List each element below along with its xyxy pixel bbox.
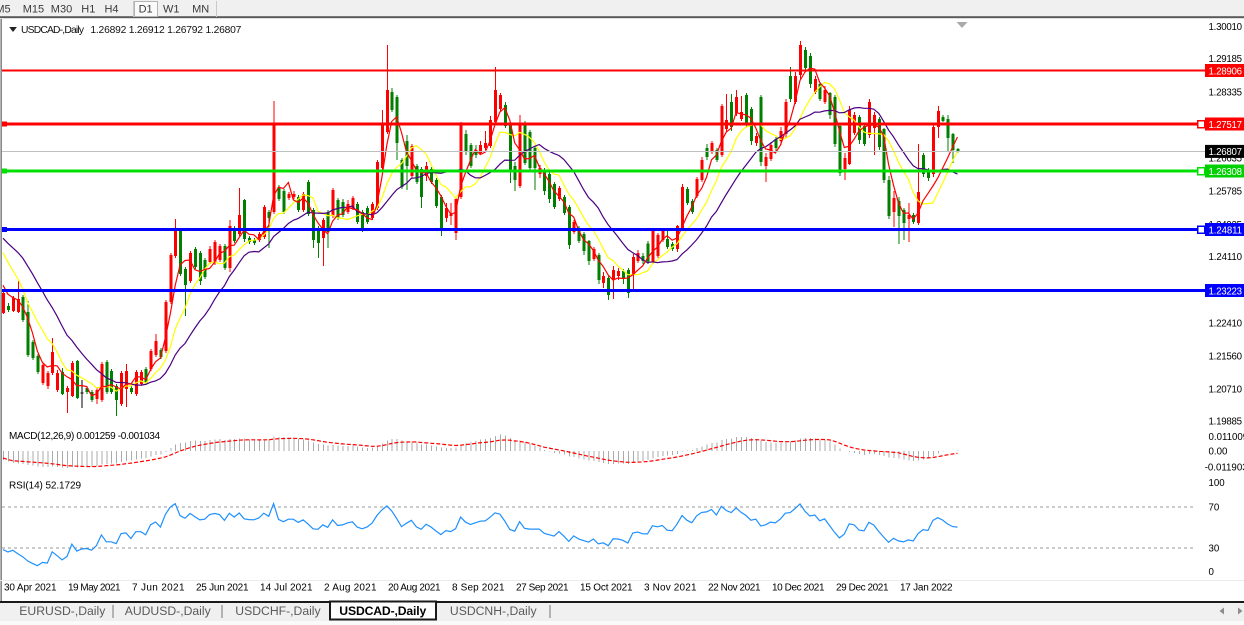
svg-text:1.26635: 1.26635	[1209, 154, 1243, 165]
svg-text:1.26308: 1.26308	[1209, 167, 1243, 178]
svg-text:1.24110: 1.24110	[1209, 252, 1243, 263]
svg-text:2 Aug 2021: 2 Aug 2021	[324, 583, 377, 594]
svg-text:1.30010: 1.30010	[1209, 22, 1243, 33]
svg-text:M15: M15	[23, 4, 44, 16]
svg-text:1.20710: 1.20710	[1209, 385, 1243, 396]
svg-text:W1: W1	[163, 4, 180, 16]
svg-text:15 Oct 2021: 15 Oct 2021	[580, 583, 633, 594]
svg-text:USDCNH-,Daily: USDCNH-,Daily	[450, 604, 538, 618]
svg-text:1.22410: 1.22410	[1209, 318, 1243, 329]
svg-text:H4: H4	[104, 4, 118, 16]
svg-text:1.29185: 1.29185	[1209, 54, 1243, 65]
svg-text:1.28906: 1.28906	[1209, 66, 1243, 77]
svg-text:H1: H1	[81, 4, 95, 16]
svg-text:3 Nov 2021: 3 Nov 2021	[644, 583, 697, 594]
svg-text:29 Dec 2021: 29 Dec 2021	[836, 583, 889, 594]
svg-text:USDCAD-,Daily: USDCAD-,Daily	[339, 604, 426, 618]
svg-text:22 Nov 2021: 22 Nov 2021	[708, 583, 761, 594]
svg-text:MN: MN	[192, 4, 209, 16]
svg-text:1.23223: 1.23223	[1209, 286, 1243, 297]
svg-text:19 May 2021: 19 May 2021	[68, 583, 121, 594]
svg-text:14 Jul 2021: 14 Jul 2021	[260, 583, 313, 594]
svg-text:AUDUSD-,Daily: AUDUSD-,Daily	[125, 604, 212, 618]
svg-text:27 Sep 2021: 27 Sep 2021	[516, 583, 569, 594]
svg-text:M30: M30	[51, 4, 72, 16]
svg-text:0.00: 0.00	[1209, 447, 1228, 458]
svg-text:USDCAD-,Daily: USDCAD-,Daily	[21, 25, 85, 36]
svg-text:10 Dec 2021: 10 Dec 2021	[772, 583, 825, 594]
svg-text:0.011009: 0.011009	[1209, 432, 1244, 443]
svg-text:1.21560: 1.21560	[1209, 351, 1243, 362]
svg-text:30 Apr 2021: 30 Apr 2021	[4, 583, 57, 594]
svg-text:-0.011903: -0.011903	[1205, 462, 1244, 473]
svg-text:1.28335: 1.28335	[1209, 87, 1243, 98]
svg-text:RSI(14) 52.1729: RSI(14) 52.1729	[9, 481, 81, 492]
svg-text:1.24811: 1.24811	[1209, 225, 1243, 236]
svg-text:7 Jun 2021: 7 Jun 2021	[132, 583, 185, 594]
svg-text:70: 70	[1209, 503, 1220, 514]
svg-text:MACD(12,26,9) 0.001259 -0.0010: MACD(12,26,9) 0.001259 -0.001034	[9, 431, 160, 442]
svg-text:1.27517: 1.27517	[1209, 120, 1243, 131]
svg-text:EURUSD-,Daily: EURUSD-,Daily	[19, 604, 106, 618]
svg-text:USDCHF-,Daily: USDCHF-,Daily	[235, 604, 321, 618]
svg-text:17 Jan 2022: 17 Jan 2022	[900, 583, 953, 594]
svg-text:30: 30	[1209, 544, 1220, 555]
svg-text:1.25785: 1.25785	[1209, 187, 1243, 198]
svg-text:1.26892 1.26912 1.26792 1.2680: 1.26892 1.26912 1.26792 1.26807	[90, 25, 241, 36]
svg-text:100: 100	[1209, 478, 1226, 489]
svg-text:1.19885: 1.19885	[1209, 417, 1243, 428]
svg-text:25 Jun 2021: 25 Jun 2021	[196, 583, 249, 594]
svg-text:M5: M5	[0, 4, 11, 16]
svg-text:20 Aug 2021: 20 Aug 2021	[388, 583, 441, 594]
svg-text:1.26807: 1.26807	[1209, 147, 1243, 158]
svg-text:8 Sep 2021: 8 Sep 2021	[452, 583, 505, 594]
svg-text:D1: D1	[139, 4, 153, 16]
svg-text:0: 0	[1209, 567, 1215, 578]
